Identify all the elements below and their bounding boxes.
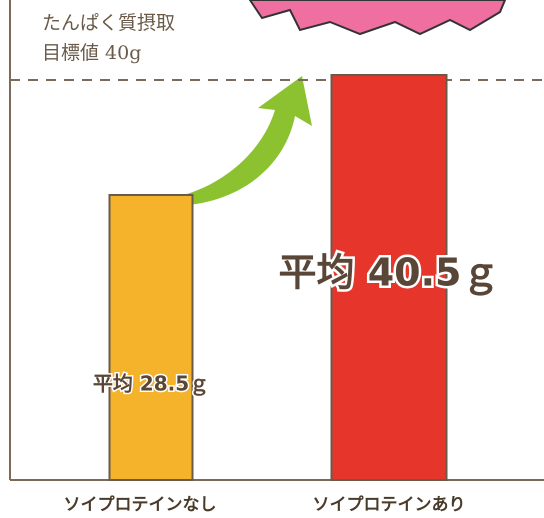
- reference-label: 目標値 40g: [42, 42, 141, 64]
- arrow-decoration: [115, 76, 312, 206]
- chart: たんぱく質摂取 目標値 40g 平均 28.5ｇ ソイプロテインなし 平均 40.5…: [0, 0, 544, 518]
- burst-decoration: [250, 0, 505, 34]
- bar: [110, 195, 193, 480]
- page: {"chart_data": {"type": "bar", "categori…: [0, 0, 544, 518]
- x-tick-label: ソイプロテインなし: [64, 494, 217, 515]
- value-label: 平均 28.5ｇ: [93, 372, 209, 397]
- value-label: 平均 40.5ｇ: [279, 251, 500, 296]
- x-tick-label: ソイプロテインあり: [313, 494, 466, 515]
- reference-label: たんぱく質摂取: [42, 12, 175, 34]
